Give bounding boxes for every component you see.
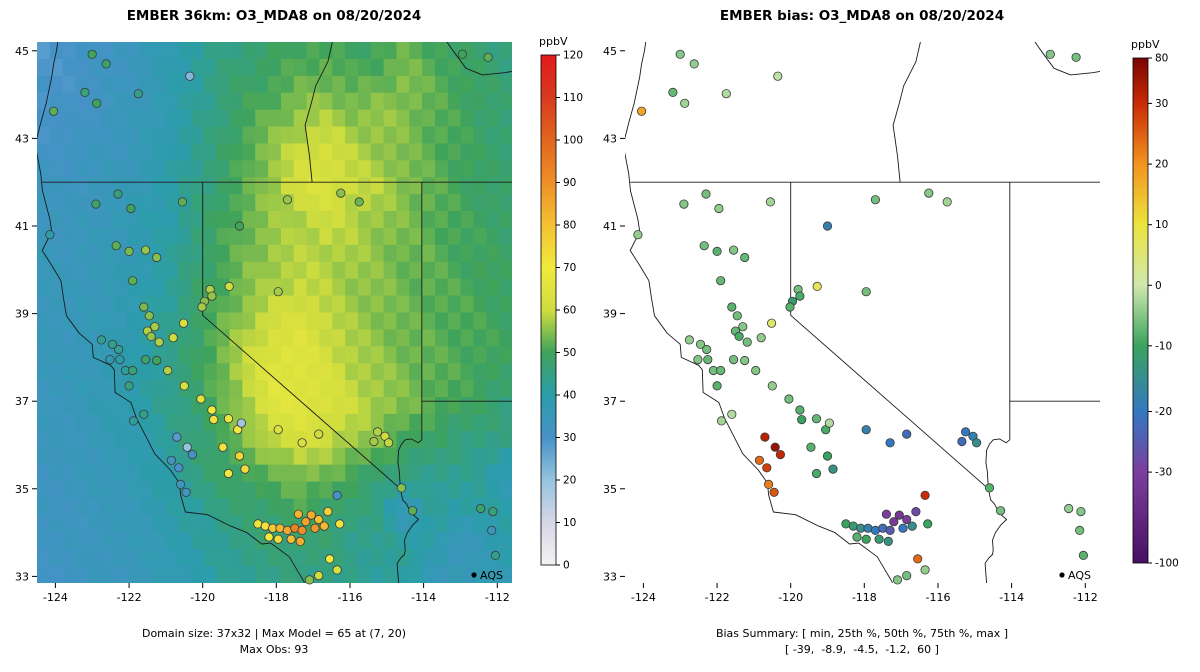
right-map-title: EMBER bias: O3_MDA8 on 08/20/2024 bbox=[719, 8, 1005, 24]
svg-text:-120: -120 bbox=[778, 591, 803, 604]
svg-text:-10: -10 bbox=[1155, 340, 1172, 352]
bias-points bbox=[633, 49, 1089, 585]
svg-text:45: 45 bbox=[15, 45, 29, 58]
svg-text:-116: -116 bbox=[338, 591, 363, 604]
svg-text:-100: -100 bbox=[1155, 558, 1179, 570]
svg-text:40: 40 bbox=[563, 390, 576, 402]
svg-text:41: 41 bbox=[603, 220, 617, 233]
svg-text:10: 10 bbox=[563, 517, 576, 529]
svg-text:33: 33 bbox=[603, 570, 617, 583]
svg-text:43: 43 bbox=[603, 132, 617, 145]
svg-text:43: 43 bbox=[15, 132, 29, 145]
svg-text:30: 30 bbox=[1155, 98, 1168, 110]
svg-text:-124: -124 bbox=[43, 591, 68, 604]
svg-text:0: 0 bbox=[563, 560, 570, 572]
svg-text:39: 39 bbox=[15, 308, 29, 321]
state-borders-right bbox=[625, 42, 1100, 583]
svg-text:AQS: AQS bbox=[1068, 569, 1091, 582]
svg-text:50: 50 bbox=[563, 347, 576, 359]
svg-text:-116: -116 bbox=[926, 591, 951, 604]
svg-text:-112: -112 bbox=[1073, 591, 1098, 604]
svg-text:110: 110 bbox=[563, 92, 583, 104]
left-colorbar-title: ppbV bbox=[539, 35, 568, 48]
svg-text:70: 70 bbox=[563, 262, 576, 274]
svg-text:41: 41 bbox=[15, 220, 29, 233]
right-colorbar: 80 30 20 10 0 -10 -20 -30 -100 ppbV bbox=[1131, 38, 1179, 570]
svg-text:0: 0 bbox=[1155, 280, 1162, 292]
svg-text:-118: -118 bbox=[264, 591, 289, 604]
svg-text:37: 37 bbox=[603, 395, 617, 408]
svg-text:20: 20 bbox=[563, 475, 576, 487]
aqs-dot bbox=[471, 572, 477, 578]
svg-text:20: 20 bbox=[1155, 159, 1168, 171]
svg-text:35: 35 bbox=[15, 483, 29, 496]
left-colorbar: 0 10 20 30 40 50 60 70 80 90 100 110 120 ppbV bbox=[539, 35, 583, 572]
svg-text:-122: -122 bbox=[117, 591, 142, 604]
left-map-title: EMBER 36km: O3_MDA8 on 08/20/2024 bbox=[126, 8, 422, 24]
svg-text:37: 37 bbox=[15, 395, 29, 408]
svg-text:-122: -122 bbox=[705, 591, 730, 604]
svg-text:30: 30 bbox=[563, 432, 576, 444]
svg-text:-114: -114 bbox=[411, 591, 436, 604]
left-aqs-legend: AQS bbox=[471, 569, 503, 582]
obs-points bbox=[45, 49, 500, 585]
left-map-caption-1: Domain size: 37x32 | Max Model = 65 at (… bbox=[141, 627, 406, 640]
svg-text:45: 45 bbox=[603, 45, 617, 58]
svg-text:-112: -112 bbox=[485, 591, 510, 604]
svg-text:10: 10 bbox=[1155, 219, 1168, 231]
svg-text:-30: -30 bbox=[1155, 467, 1172, 479]
svg-text:-118: -118 bbox=[852, 591, 877, 604]
svg-text:33: 33 bbox=[15, 570, 29, 583]
right-aqs-legend: AQS bbox=[1059, 569, 1091, 582]
svg-text:80: 80 bbox=[563, 220, 576, 232]
svg-text:90: 90 bbox=[563, 177, 576, 189]
aqs-dot bbox=[1059, 572, 1065, 578]
right-map-caption-2: [ -39, -8.9, -4.5, -1.2, 60 ] bbox=[785, 643, 939, 656]
svg-text:100: 100 bbox=[563, 135, 583, 147]
right-colorbar-title: ppbV bbox=[1131, 38, 1160, 51]
left-axes: -124 -122 -120 -118 -116 -114 -112 33 35 37 39 41 43… bbox=[15, 45, 510, 604]
o3-raster bbox=[37, 42, 512, 583]
svg-text:80: 80 bbox=[1155, 53, 1168, 65]
svg-text:-124: -124 bbox=[631, 591, 656, 604]
right-axes: -124 -122 -120 -118 -116 -114 -112 33 35 37 39 41 43… bbox=[603, 45, 1098, 604]
svg-text:60: 60 bbox=[563, 305, 576, 317]
svg-text:120: 120 bbox=[563, 50, 583, 62]
svg-text:-120: -120 bbox=[190, 591, 215, 604]
svg-text:-114: -114 bbox=[999, 591, 1024, 604]
left-map-caption-2: Max Obs: 93 bbox=[239, 643, 309, 656]
svg-text:39: 39 bbox=[603, 308, 617, 321]
svg-text:-20: -20 bbox=[1155, 406, 1172, 418]
svg-text:AQS: AQS bbox=[480, 569, 503, 582]
right-map-caption-1: Bias Summary: [ min, 25th %, 50th %, 75t… bbox=[715, 627, 1009, 640]
svg-text:35: 35 bbox=[603, 483, 617, 496]
